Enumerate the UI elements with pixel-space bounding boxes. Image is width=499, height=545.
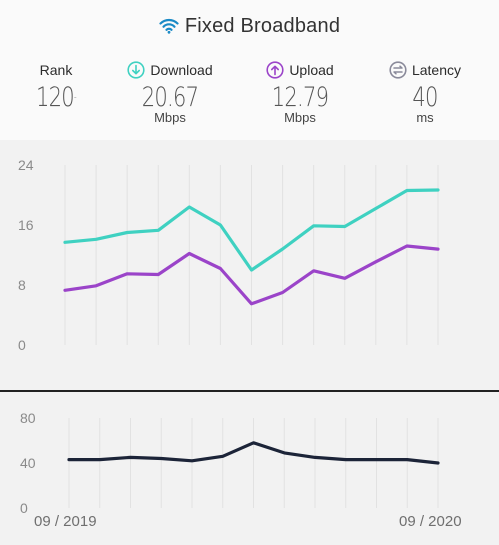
latency-value: 40 bbox=[412, 82, 438, 113]
title-row: Fixed Broadband bbox=[0, 12, 499, 40]
y-tick-label: 80 bbox=[20, 410, 36, 426]
speed-chart: 0 8 16 24 bbox=[18, 157, 440, 353]
upload-stat: Upload 12.79 Mbps bbox=[250, 60, 350, 125]
y-tick-label: 0 bbox=[20, 500, 28, 516]
end-date-label: 09 / 2020 bbox=[399, 513, 462, 530]
y-tick-label: 8 bbox=[18, 277, 26, 293]
download-stat: Download 20.67 Mbps bbox=[115, 60, 225, 125]
upload-label: Upload bbox=[289, 62, 334, 78]
speed-chart-panel: 0 8 16 24 bbox=[0, 140, 499, 390]
download-label: Download bbox=[150, 62, 213, 78]
wifi-icon bbox=[159, 18, 179, 34]
latency-label: Latency bbox=[411, 62, 462, 78]
latency-icon bbox=[389, 61, 407, 79]
rank-value: 120- bbox=[36, 82, 77, 113]
series-line-upload bbox=[63, 244, 440, 306]
latency-stat: Latency 40 ms bbox=[380, 60, 470, 125]
page-title: Fixed Broadband bbox=[184, 14, 341, 37]
series-line-latency bbox=[67, 441, 440, 465]
upload-unit: Mbps bbox=[284, 110, 316, 125]
latency-chart: 0 40 80 bbox=[20, 410, 440, 516]
download-value: 20.67 bbox=[141, 82, 199, 113]
latency-chart-panel: 0 40 80 bbox=[0, 392, 499, 545]
rank-stat: Rank 120- bbox=[26, 60, 86, 114]
rank-label: Rank bbox=[39, 62, 73, 78]
rank-suffix: - bbox=[73, 92, 77, 103]
chart-divider bbox=[0, 390, 499, 392]
y-tick-label: 40 bbox=[20, 455, 36, 471]
download-unit: Mbps bbox=[154, 110, 186, 125]
upload-icon bbox=[266, 61, 284, 79]
start-date-label: 09 / 2019 bbox=[34, 513, 97, 530]
y-tick-label: 24 bbox=[18, 157, 34, 173]
y-tick-label: 16 bbox=[18, 217, 34, 233]
header-panel: Fixed Broadband Rank 120- Download 20.67… bbox=[0, 0, 499, 140]
y-tick-label: 0 bbox=[18, 337, 26, 353]
latency-unit: ms bbox=[416, 110, 434, 125]
upload-value: 12.79 bbox=[271, 82, 329, 113]
series-line-download bbox=[63, 188, 440, 272]
download-icon bbox=[127, 61, 145, 79]
